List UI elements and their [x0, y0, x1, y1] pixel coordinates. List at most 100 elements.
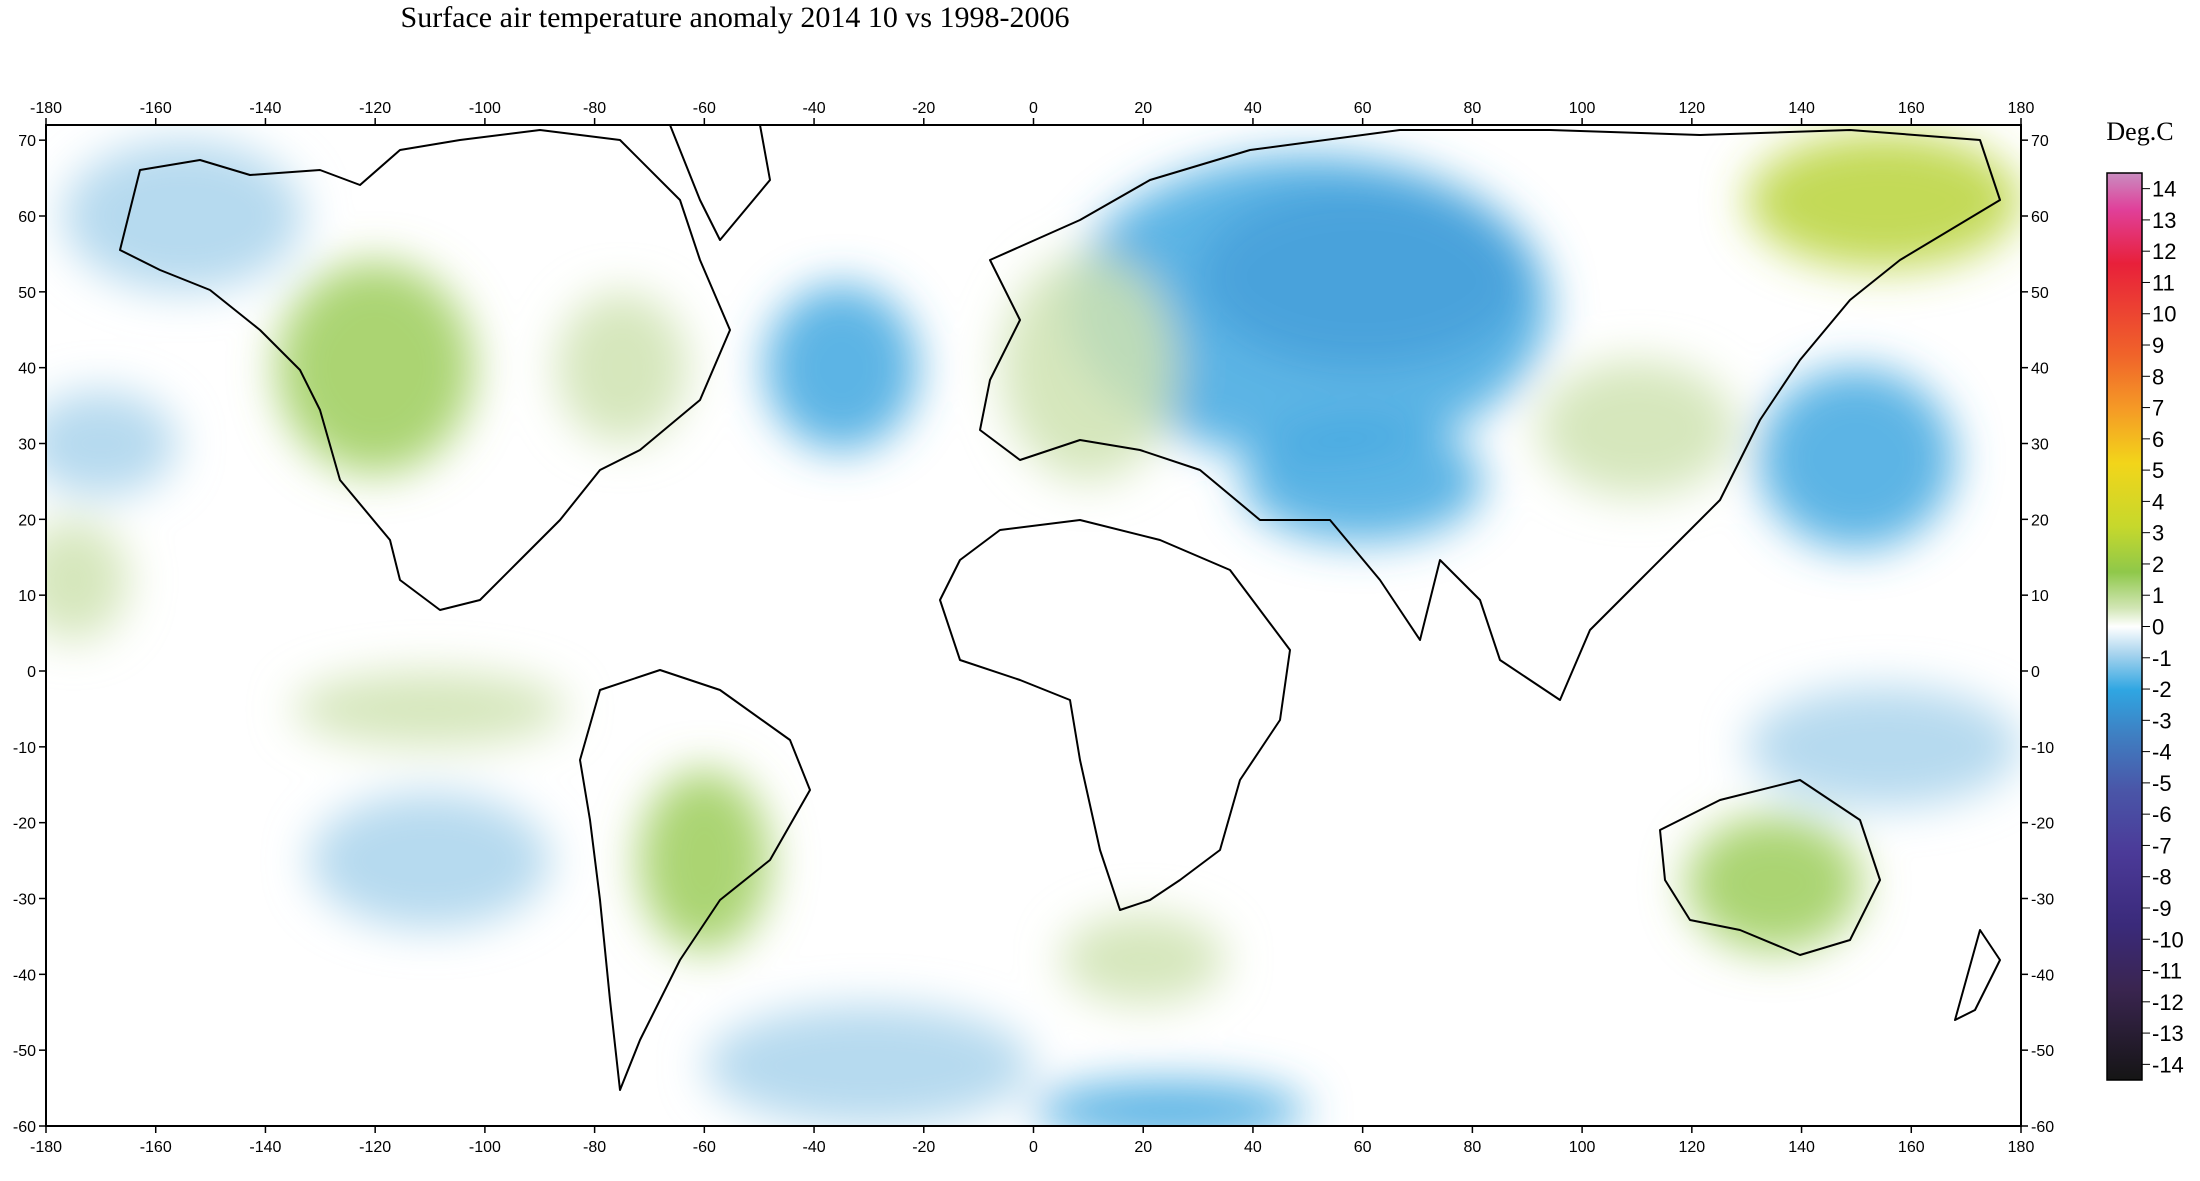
- axis-ticks: [39, 118, 2028, 1133]
- legend-label: -9: [2152, 896, 2172, 921]
- lat-label-left: 50: [18, 285, 36, 302]
- anomaly-field: [46, 132, 2021, 1126]
- lon-label-top: 80: [1463, 100, 1481, 117]
- new-zealand-outline: [1954, 929, 2001, 1021]
- legend-label: -1: [2152, 646, 2172, 671]
- anomaly-region-mild-warm: [1060, 913, 1226, 1005]
- lat-label-right: 40: [2031, 361, 2049, 378]
- legend-label: -11: [2152, 959, 2182, 984]
- lon-label-bottom: 100: [1569, 1139, 1596, 1156]
- legend-label: -13: [2152, 1021, 2184, 1046]
- lat-label-right: -50: [2031, 1043, 2054, 1060]
- lat-label-left: 40: [18, 361, 36, 378]
- lat-label-left: -60: [13, 1119, 36, 1136]
- lat-label-left: 60: [18, 209, 36, 226]
- continent-outlines: [119, 125, 2001, 1091]
- lat-label-right: 70: [2031, 133, 2049, 150]
- eurasia-outline: [979, 129, 2001, 701]
- legend-label: 10: [2152, 302, 2176, 327]
- anomaly-region-mild-warm: [1538, 360, 1736, 497]
- lat-label-left: 10: [18, 588, 36, 605]
- lon-label-bottom: -100: [469, 1139, 501, 1156]
- lon-label-bottom: 20: [1134, 1139, 1152, 1156]
- lon-label-top: -40: [802, 100, 825, 117]
- legend-label: 2: [2152, 552, 2164, 577]
- legend-label: -4: [2152, 740, 2172, 765]
- lat-label-right: -60: [2031, 1119, 2054, 1136]
- lon-label-top: 160: [1898, 100, 1925, 117]
- lon-label-bottom: 60: [1354, 1139, 1372, 1156]
- lat-label-left: -20: [13, 816, 36, 833]
- lon-label-top: -140: [249, 100, 281, 117]
- legend-label: -10: [2152, 927, 2184, 952]
- lat-label-right: 60: [2031, 209, 2049, 226]
- lon-label-top: 0: [1029, 100, 1038, 117]
- legend-title: Deg.C: [2106, 117, 2174, 146]
- axis-labels: -180-180-160-160-140-140-120-120-100-100…: [13, 100, 2054, 1156]
- legend-label: 7: [2152, 396, 2164, 421]
- lat-label-left: 30: [18, 437, 36, 454]
- legend-label: -7: [2152, 833, 2172, 858]
- legend-label: -2: [2152, 677, 2172, 702]
- south-america-outline: [579, 669, 811, 1091]
- lon-label-bottom: 120: [1678, 1139, 1705, 1156]
- lon-label-top: -80: [583, 100, 606, 117]
- lat-label-left: -40: [13, 967, 36, 984]
- north-america-outline: [119, 129, 731, 611]
- legend-label: 0: [2152, 615, 2164, 640]
- lon-label-top: -160: [140, 100, 172, 117]
- lon-label-top: -60: [693, 100, 716, 117]
- lon-label-bottom: 180: [2008, 1139, 2035, 1156]
- anomaly-region-mild-warm: [292, 671, 568, 747]
- lat-label-right: 0: [2031, 664, 2040, 681]
- lon-label-bottom: -180: [30, 1139, 62, 1156]
- lon-label-top: 180: [2008, 100, 2035, 117]
- lon-label-top: -100: [469, 100, 501, 117]
- legend-label: 3: [2152, 521, 2164, 546]
- legend-labels: 14131211109876543210-1-2-3-4-5-6-7-8-9-1…: [2142, 177, 2184, 1077]
- lon-label-bottom: 80: [1463, 1139, 1481, 1156]
- lon-label-top: 140: [1788, 100, 1815, 117]
- lat-label-left: -10: [13, 740, 36, 757]
- anomaly-region-strong-warm: [1746, 132, 2021, 270]
- legend-label: 5: [2152, 458, 2164, 483]
- legend-label: 8: [2152, 364, 2164, 389]
- anomaly-region-mild-cold: [704, 1004, 1034, 1126]
- lat-label-right: -20: [2031, 816, 2054, 833]
- legend-label: -3: [2152, 708, 2172, 733]
- lat-label-right: 20: [2031, 512, 2049, 529]
- lon-label-bottom: -20: [912, 1139, 935, 1156]
- legend-label: 6: [2152, 427, 2164, 452]
- anomaly-region-cold: [1241, 420, 1484, 543]
- anomaly-region-cold: [764, 284, 919, 452]
- legend-label: -14: [2152, 1052, 2184, 1077]
- legend-label: -5: [2152, 771, 2172, 796]
- legend-label: -8: [2152, 865, 2172, 890]
- anomaly-region-mild-cold: [309, 792, 551, 929]
- lat-label-right: -10: [2031, 740, 2054, 757]
- lon-label-bottom: 160: [1898, 1139, 1925, 1156]
- lon-label-top: -20: [912, 100, 935, 117]
- legend-colorbar: [2106, 172, 2143, 1081]
- legend-label: 4: [2152, 489, 2164, 514]
- legend-label: -12: [2152, 990, 2184, 1015]
- lon-label-bottom: -160: [140, 1139, 172, 1156]
- lon-label-top: 40: [1244, 100, 1262, 117]
- lon-label-top: 100: [1569, 100, 1596, 117]
- anomaly-region-cold: [1066, 155, 1550, 459]
- map-title: Surface air temperature anomaly 2014 10 …: [400, 1, 1070, 34]
- anomaly-region-warm: [638, 769, 771, 952]
- lon-label-bottom: -80: [583, 1139, 606, 1156]
- lon-label-bottom: 140: [1788, 1139, 1815, 1156]
- lat-label-left: 70: [18, 133, 36, 150]
- anomaly-region-mild-warm: [1000, 253, 1177, 482]
- anomaly-region-mild-warm: [556, 291, 688, 444]
- lon-label-bottom: -120: [359, 1139, 391, 1156]
- legend-label: 13: [2152, 208, 2176, 233]
- australia-outline: [1659, 779, 1881, 956]
- lon-label-bottom: 0: [1029, 1139, 1038, 1156]
- anomaly-region-warm: [276, 261, 474, 474]
- lon-label-top: 120: [1678, 100, 1705, 117]
- lon-label-top: -180: [30, 100, 62, 117]
